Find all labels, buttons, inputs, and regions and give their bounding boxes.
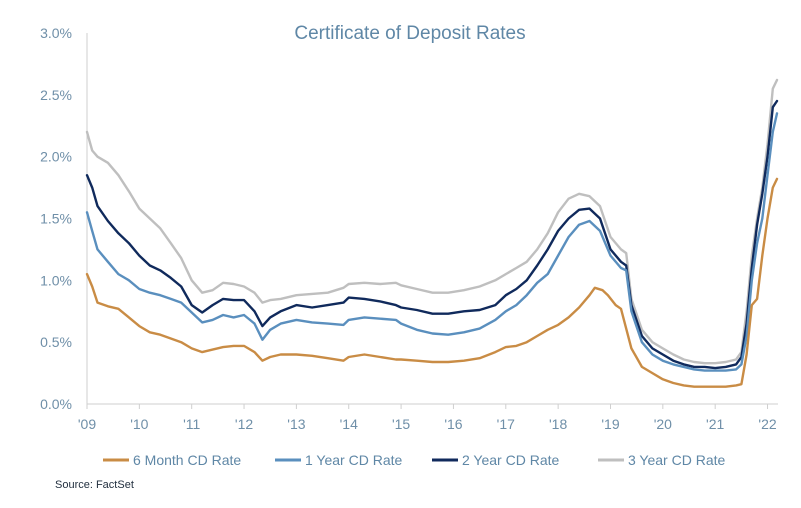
x-tick-label: '20	[654, 416, 672, 432]
x-axis: '09 '10 '11 '12 '13 '14 '15 '16 '17 '18 '19 '20 '21 '…	[78, 403, 778, 432]
y-axis: 0.0% 0.5% 1.0% 1.5% 2.0% 2.5% 3.0%	[40, 25, 88, 412]
source-note: Source: FactSet	[55, 479, 134, 491]
x-tick-label: '13	[287, 416, 305, 432]
legend-item: 3 Year CD Rate	[598, 452, 725, 468]
x-tick-label: '15	[392, 416, 410, 432]
y-tick-label: 1.5%	[40, 211, 72, 227]
legend-label: 6 Month CD Rate	[133, 452, 241, 468]
legend-item: 1 Year CD Rate	[275, 452, 402, 468]
x-tick-label: '10	[130, 416, 148, 432]
x-tick-label: '19	[601, 416, 619, 432]
legend-label: 3 Year CD Rate	[628, 452, 725, 468]
series-line-6-month-cd-rate	[85, 177, 779, 388]
x-tick-label: '22	[758, 416, 776, 432]
y-tick-label: 0.5%	[40, 334, 72, 350]
x-tick-label: '18	[549, 416, 567, 432]
x-tick-label: '11	[183, 416, 200, 432]
legend: 6 Month CD Rate 1 Year CD Rate 2 Year CD R…	[103, 452, 725, 468]
series-line-2-year-cd-rate	[85, 99, 779, 370]
x-tick-label: '12	[235, 416, 253, 432]
x-tick-label: '16	[444, 416, 462, 432]
series-line-3-year-cd-rate	[85, 78, 779, 365]
y-tick-label: 0.0%	[40, 396, 72, 412]
legend-label: 1 Year CD Rate	[305, 452, 402, 468]
y-tick-label: 2.0%	[40, 149, 72, 165]
legend-label: 2 Year CD Rate	[462, 452, 559, 468]
chart-title: Certificate of Deposit Rates	[294, 23, 525, 44]
y-tick-label: 3.0%	[40, 25, 72, 41]
x-tick-label: '21	[706, 416, 724, 432]
legend-item: 2 Year CD Rate	[432, 452, 559, 468]
series-line-1-year-cd-rate	[85, 112, 779, 372]
x-tick-label: '17	[497, 416, 515, 432]
legend-item: 6 Month CD Rate	[103, 452, 241, 468]
x-tick-label: '14	[340, 416, 358, 432]
x-tick-label: '09	[78, 416, 96, 432]
y-tick-label: 2.5%	[40, 87, 72, 103]
series-lines	[85, 78, 779, 388]
y-tick-label: 1.0%	[40, 272, 72, 288]
